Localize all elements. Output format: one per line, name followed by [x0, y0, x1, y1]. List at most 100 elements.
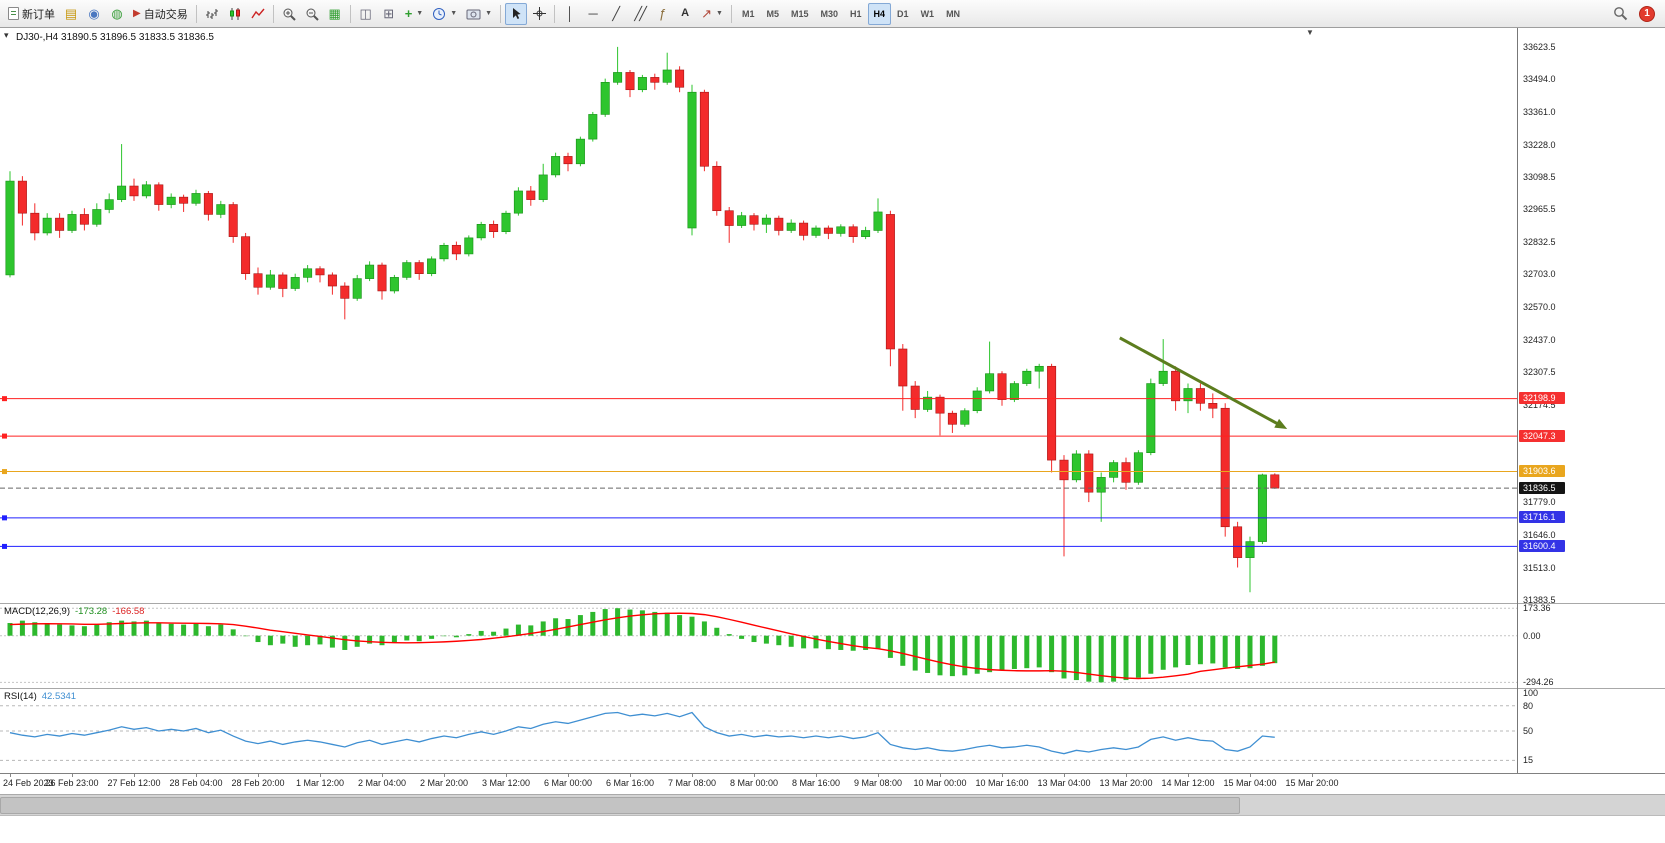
- candle: [55, 217, 65, 231]
- time-axis[interactable]: 24 Feb 2023 26 Feb 23:00 27 Feb 12:00 28 Fe…: [0, 773, 1665, 792]
- vertical-line-tool-button[interactable]: │: [559, 3, 581, 25]
- price-axis[interactable]: 33623.5 33494.0 33361.0 33228.0 33098.5 32965…: [1517, 28, 1665, 773]
- macd-bar: [528, 625, 534, 636]
- timeframe-m30[interactable]: M30: [820, 8, 839, 19]
- price-chart-svg[interactable]: [0, 28, 1517, 603]
- macd-bar: [937, 635, 943, 676]
- panel-separator[interactable]: [0, 603, 1665, 604]
- time-label: 10 Mar 00:00: [913, 778, 967, 788]
- macd-bar: [739, 635, 745, 639]
- macd-axis-label: 0.00: [1523, 630, 1541, 641]
- algo-trading-button[interactable]: ▶ 自动交易: [129, 3, 192, 25]
- macd-bar: [1036, 635, 1042, 668]
- macd-panel[interactable]: MACD(12,26,9) -173.28 -166.58: [0, 604, 1517, 688]
- snapshot-button[interactable]: ▼: [462, 3, 496, 25]
- zoom-out-icon: [306, 8, 319, 21]
- timeframe-m5[interactable]: M5: [766, 8, 779, 19]
- timeframe-mn[interactable]: MN: [946, 8, 961, 19]
- price-badge: 31836.5: [1519, 481, 1565, 494]
- macd-bar: [7, 623, 13, 636]
- timeframe-h4[interactable]: H4: [867, 2, 892, 25]
- profiles-button[interactable]: ◉: [83, 3, 105, 25]
- new-order-button[interactable]: 新订单: [4, 3, 59, 25]
- time-label: 8 Mar 00:00: [729, 778, 779, 788]
- arrows-tool-button[interactable]: ↗ ▼: [697, 3, 727, 25]
- notification-badge[interactable]: 1: [1639, 5, 1655, 22]
- charts-button[interactable]: ▤: [60, 3, 82, 25]
- candle: [1146, 383, 1156, 453]
- zoom-in-icon: [283, 8, 296, 21]
- time-tick: [72, 774, 73, 777]
- crosshair-icon: [532, 7, 546, 20]
- macd-bar: [664, 612, 670, 636]
- candle: [501, 212, 511, 233]
- period-button[interactable]: ▼: [428, 3, 461, 25]
- time-label: 2 Mar 04:00: [357, 778, 407, 788]
- chart-shift-marker-icon[interactable]: ▼: [1306, 28, 1314, 37]
- candle: [575, 138, 585, 165]
- macd-chart-svg[interactable]: [0, 604, 1517, 688]
- time-tick: [1064, 774, 1065, 777]
- macd-bar: [255, 635, 261, 643]
- macd-bar: [503, 628, 509, 636]
- rsi-axis-label: 80: [1523, 700, 1534, 711]
- price-badge: 32198.9: [1519, 392, 1565, 405]
- timeframe-m15[interactable]: M15: [790, 8, 809, 19]
- arrange-cascade-button[interactable]: ⊞: [378, 3, 400, 25]
- price-chart-panel[interactable]: ▾ DJ30-,H4 31890.5 31896.5 31833.5 31836…: [0, 28, 1517, 603]
- one-click-trading-toggle[interactable]: ▾: [4, 30, 9, 40]
- macd-bar: [453, 635, 459, 638]
- channel-tool-button[interactable]: ╱╱: [628, 3, 650, 25]
- horizontal-line-tool-button[interactable]: ─: [582, 3, 604, 25]
- rsi-panel[interactable]: RSI(14) 42.5341: [0, 689, 1517, 773]
- macd-bar: [367, 635, 373, 644]
- candle: [675, 69, 685, 88]
- time-label: 13 Mar 20:00: [1099, 778, 1153, 788]
- tile-windows-button[interactable]: ▦: [324, 3, 346, 25]
- horizontal-scrollbar[interactable]: [0, 794, 1665, 816]
- candle: [551, 156, 561, 176]
- candle: [1158, 370, 1168, 384]
- cursor-icon: [512, 8, 521, 19]
- candle: [1220, 407, 1230, 528]
- rsi-chart-svg[interactable]: [0, 689, 1517, 773]
- macd-bar: [342, 635, 348, 650]
- timeframe-h1[interactable]: H1: [850, 8, 862, 19]
- candle: [1059, 459, 1069, 481]
- fibonacci-tool-button[interactable]: ƒ: [651, 3, 673, 25]
- macd-bar: [962, 635, 968, 676]
- panel-separator[interactable]: [0, 688, 1665, 689]
- cursor-tool-button[interactable]: [505, 2, 528, 25]
- macd-value-main: -173.28: [75, 606, 108, 617]
- search-icon: [1614, 7, 1628, 21]
- candle: [997, 373, 1007, 400]
- scrollbar-thumb[interactable]: [0, 797, 1240, 814]
- search-button[interactable]: [1609, 3, 1632, 25]
- macd-bar: [44, 623, 50, 636]
- zoom-in-button[interactable]: [278, 3, 300, 25]
- candle: [1133, 452, 1143, 483]
- candle: [340, 285, 350, 299]
- candle: [278, 274, 288, 289]
- time-tick: [1250, 774, 1251, 777]
- community-button[interactable]: ◍: [106, 3, 128, 25]
- candle-chart-type-button[interactable]: [224, 3, 246, 25]
- macd-bar: [81, 626, 87, 636]
- rsi-title: RSI(14): [4, 691, 37, 702]
- add-chart-icon: +: [404, 6, 413, 21]
- arrange-horizontal-button[interactable]: ◫: [355, 3, 377, 25]
- line-chart-type-button[interactable]: [247, 3, 269, 25]
- trendline-tool-button[interactable]: ╱: [605, 3, 627, 25]
- time-tick: [320, 774, 321, 777]
- timeframe-m1[interactable]: M1: [741, 8, 755, 19]
- candle: [5, 180, 15, 276]
- timeframe-d1[interactable]: D1: [897, 8, 909, 19]
- macd-axis-label: -294.26: [1523, 677, 1554, 688]
- bar-chart-type-button[interactable]: [201, 3, 223, 25]
- new-chart-button[interactable]: + ▼: [401, 3, 428, 25]
- zoom-out-button[interactable]: [301, 3, 323, 25]
- trendline-icon: ╱: [612, 6, 621, 21]
- text-tool-button[interactable]: A: [674, 3, 696, 25]
- timeframe-w1[interactable]: W1: [920, 8, 935, 19]
- crosshair-tool-button[interactable]: [528, 3, 550, 25]
